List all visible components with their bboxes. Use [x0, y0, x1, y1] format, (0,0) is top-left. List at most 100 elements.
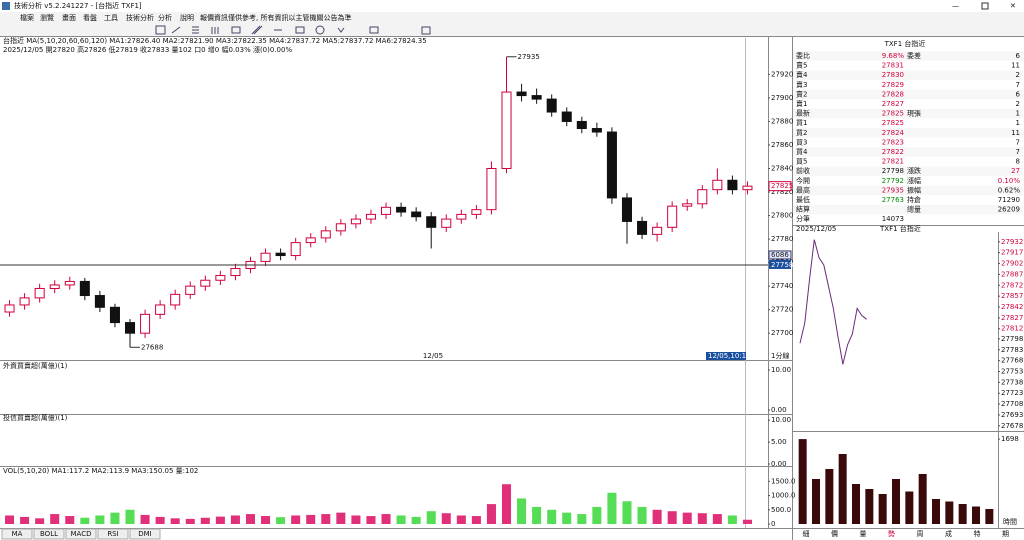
candle-body	[727, 179, 738, 191]
bar	[110, 512, 120, 524]
candle-body	[200, 279, 211, 287]
tab-label[interactable]: MACD	[71, 530, 92, 538]
quote-value: 7	[1016, 148, 1020, 156]
y-tick-label: 0	[771, 520, 775, 528]
y-tick-label: 27780	[771, 235, 793, 243]
tool-vlines[interactable]	[211, 27, 219, 34]
price-line	[799, 239, 867, 365]
candle-body	[697, 189, 708, 205]
time-box	[706, 352, 746, 360]
tab-label[interactable]: 價	[831, 529, 838, 538]
maximize[interactable]	[981, 2, 989, 10]
tool-channel[interactable]	[231, 26, 241, 34]
tool-more[interactable]	[337, 27, 345, 33]
y-tick-label: 27880	[771, 117, 793, 125]
y-tick-label: 27720	[771, 306, 793, 314]
candle-body	[305, 237, 316, 244]
bar	[170, 518, 180, 524]
tool-cursor[interactable]	[155, 25, 166, 35]
y-tick-label: 0.00	[771, 460, 787, 468]
quote-label: 現張	[907, 110, 921, 118]
y-tick-label: 27783	[1001, 346, 1023, 354]
tab-label[interactable]: 勢	[888, 529, 895, 538]
candle-body	[576, 120, 587, 130]
tab-label[interactable]: 期	[1002, 530, 1009, 538]
row-bg	[793, 108, 1023, 119]
tab-label[interactable]: DMI	[138, 530, 152, 538]
candle-body	[441, 218, 452, 228]
panel-title: 台指近 MA(5,10,20,60,60,120) MA1:27826.40 M…	[3, 36, 427, 45]
tab[interactable]	[65, 528, 97, 540]
quote-value: 27823	[882, 138, 904, 146]
quote-value: 27792	[882, 177, 904, 185]
tab[interactable]	[1, 528, 33, 540]
bar	[727, 515, 737, 524]
bar	[852, 484, 860, 524]
bar	[972, 506, 980, 524]
bar	[742, 519, 752, 524]
menu-item[interactable]: 瀏覽	[40, 13, 54, 22]
bar	[381, 514, 391, 524]
bar	[321, 514, 331, 524]
candle-body	[591, 128, 602, 133]
quote-value: 27824	[882, 129, 905, 137]
last-price: 27825	[771, 182, 793, 190]
tab-label[interactable]: MA	[12, 530, 23, 538]
menu-item[interactable]: 分析	[158, 13, 172, 22]
quote-label: 總量	[907, 205, 921, 214]
tab-label[interactable]: BOLL	[40, 530, 58, 538]
close[interactable]: ✕	[1010, 2, 1016, 10]
tool-text[interactable]	[369, 26, 379, 34]
tool-save[interactable]	[421, 26, 431, 35]
quote-label: 振幅	[907, 185, 921, 194]
row-bg	[793, 89, 1023, 100]
max-label: 27935	[518, 53, 540, 61]
tool-fib[interactable]	[251, 25, 263, 35]
quote-value: 27821	[882, 158, 904, 166]
bar	[825, 469, 834, 524]
candle-body	[19, 297, 30, 306]
row-bg	[793, 185, 1023, 196]
menu-item[interactable]: 技術分析	[126, 13, 154, 22]
y-tick-label: 27827	[1001, 314, 1023, 322]
ref-label: 27758	[771, 261, 793, 269]
bar	[918, 474, 927, 524]
y-tick-label: 27932	[1001, 238, 1023, 246]
bar	[411, 516, 421, 524]
tab-label[interactable]: 量	[860, 530, 867, 538]
tab[interactable]	[33, 528, 65, 540]
y-tick-label: 27842	[1001, 303, 1023, 311]
bar	[652, 509, 662, 524]
tab-label[interactable]: RSI	[107, 530, 118, 538]
tool-line[interactable]	[171, 26, 181, 34]
bar	[932, 499, 940, 524]
menu-item[interactable]: 工具	[104, 14, 118, 22]
menu-item[interactable]: 檔案	[20, 13, 34, 22]
bar	[366, 516, 376, 524]
tab-label[interactable]: 成	[945, 529, 952, 538]
candle-body	[712, 179, 723, 191]
quote-label: 最高	[796, 185, 810, 194]
tab-label[interactable]: 周	[917, 530, 924, 538]
minimize[interactable]: —	[952, 2, 959, 10]
tool-rect[interactable]	[295, 26, 305, 34]
menu-item[interactable]: 說明	[180, 13, 194, 22]
menu-item[interactable]: 畫面	[62, 13, 76, 22]
tab-label[interactable]: 細	[803, 529, 810, 538]
tool-circle[interactable]	[315, 25, 325, 35]
tab[interactable]	[129, 528, 161, 540]
panel-subtitle: TXF1 台指近	[879, 224, 921, 233]
tab[interactable]	[97, 528, 129, 540]
tool-hlines[interactable]	[192, 26, 199, 34]
bar	[261, 516, 271, 524]
bar	[532, 506, 542, 524]
tab-label[interactable]: 特	[974, 529, 981, 538]
menu-item[interactable]: 看盤	[83, 13, 97, 22]
y-tick-label: 27900	[771, 94, 793, 102]
bar	[50, 514, 60, 524]
panel-title: 2025/12/05	[796, 225, 836, 233]
bar	[125, 509, 135, 524]
bar	[351, 515, 361, 524]
bar	[637, 506, 647, 524]
